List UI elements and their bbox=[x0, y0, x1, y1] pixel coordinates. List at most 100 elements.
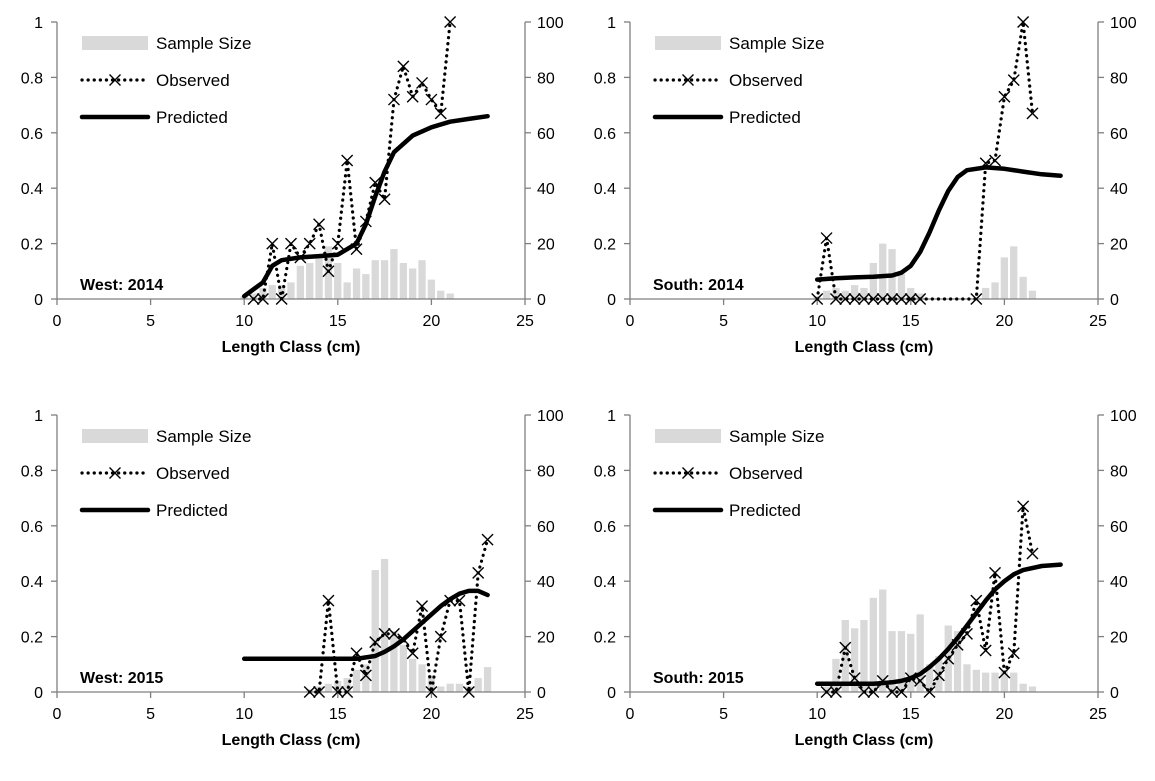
observed-point bbox=[1017, 16, 1030, 28]
sample-size-bar bbox=[427, 279, 435, 299]
y-tick-label: 0.8 bbox=[21, 463, 43, 480]
x-axis-label: Length Class (cm) bbox=[222, 339, 361, 356]
observed-line bbox=[815, 20, 1035, 301]
sample-size-bar bbox=[315, 254, 323, 299]
sample-size-bar bbox=[916, 614, 924, 692]
y-tick-label: 0 bbox=[607, 685, 616, 702]
observed-point bbox=[303, 686, 316, 698]
legend-swatch-sample-size bbox=[82, 429, 148, 443]
observed-point bbox=[998, 90, 1011, 103]
y2-tick-label: 0 bbox=[1110, 292, 1119, 309]
sample-size-bar bbox=[296, 265, 304, 299]
y-tick-label: 0.6 bbox=[21, 126, 43, 143]
observed-point bbox=[839, 293, 852, 305]
observed-point bbox=[313, 218, 326, 231]
observed-point bbox=[914, 293, 927, 305]
observed-point bbox=[247, 293, 260, 305]
sample-size-bar bbox=[249, 293, 258, 299]
sample-size-bar bbox=[418, 260, 426, 299]
observed-point bbox=[285, 237, 297, 250]
sample-size-bar bbox=[343, 282, 351, 299]
y2-tick-label: 100 bbox=[537, 15, 564, 32]
observed-point bbox=[829, 293, 842, 305]
sample-size-bar bbox=[907, 633, 915, 692]
sample-size-bar bbox=[437, 686, 445, 692]
x-tick-label: 10 bbox=[808, 313, 826, 330]
observed-point bbox=[425, 93, 438, 106]
observed-point bbox=[867, 293, 880, 305]
observed-point bbox=[848, 293, 861, 305]
y-tick-label: 0.8 bbox=[594, 463, 616, 480]
x-tick-label: 0 bbox=[53, 313, 62, 330]
observed-point bbox=[904, 293, 917, 305]
observed-point bbox=[387, 93, 400, 106]
y2-tick-label: 0 bbox=[537, 292, 546, 309]
legend-label-observed: Observed bbox=[156, 71, 230, 90]
sample-size-bar bbox=[390, 249, 398, 299]
y2-tick-label: 20 bbox=[537, 237, 555, 254]
observed-point bbox=[989, 566, 1002, 579]
y-tick-label: 0.4 bbox=[21, 181, 43, 198]
legend-label-sample-size: Sample Size bbox=[729, 427, 824, 446]
sample-size-bar bbox=[287, 282, 295, 299]
sample-size-bar bbox=[832, 287, 840, 299]
y2-tick-label: 60 bbox=[1110, 519, 1128, 536]
legend-label-predicted: Predicted bbox=[156, 501, 228, 520]
observed-point bbox=[275, 293, 288, 305]
observed-point bbox=[266, 237, 279, 250]
observed-point bbox=[406, 647, 419, 660]
y-tick-label: 0.2 bbox=[21, 237, 43, 254]
y-tick-label: 0.2 bbox=[594, 630, 616, 647]
panel-label-background bbox=[649, 274, 775, 295]
x-tick-label: 15 bbox=[329, 313, 347, 330]
legend-label-observed: Observed bbox=[156, 464, 230, 483]
y2-tick-label: 40 bbox=[1110, 181, 1128, 198]
sample-size-bar bbox=[841, 290, 849, 299]
sample-size-bar bbox=[1019, 276, 1027, 299]
observed-point bbox=[416, 76, 429, 89]
y2-tick-label: 40 bbox=[537, 181, 555, 198]
observed-point bbox=[341, 686, 354, 698]
sample-size-bar bbox=[268, 285, 276, 299]
sample-size-bar bbox=[841, 620, 849, 692]
sample-size-bar bbox=[1010, 246, 1018, 299]
observed-point bbox=[829, 686, 842, 698]
y-tick-label: 1 bbox=[34, 15, 43, 32]
sample-size-bar bbox=[879, 589, 887, 692]
observed-point bbox=[858, 686, 870, 698]
observed-point bbox=[932, 669, 945, 682]
y2-tick-label: 100 bbox=[537, 408, 564, 425]
legend-marker-observed bbox=[109, 467, 121, 479]
sample-size-bar bbox=[925, 664, 934, 692]
x-tick-label: 10 bbox=[808, 706, 826, 723]
x-tick-label: 5 bbox=[146, 313, 155, 330]
observed-point bbox=[867, 686, 880, 698]
x-tick-label: 0 bbox=[626, 706, 635, 723]
sample-size-bar bbox=[437, 290, 445, 299]
legend-label-sample-size: Sample Size bbox=[729, 34, 824, 53]
panel-label-background bbox=[76, 274, 202, 295]
observed-point bbox=[876, 293, 889, 305]
sample-size-bar bbox=[324, 683, 333, 692]
observed-point bbox=[1007, 647, 1020, 660]
sample-size-bar bbox=[879, 243, 887, 299]
sample-size-bar bbox=[334, 263, 342, 299]
sample-size-bar bbox=[380, 559, 389, 692]
x-tick-label: 20 bbox=[423, 313, 441, 330]
x-tick-label: 10 bbox=[235, 313, 253, 330]
panel-label: South: 2014 bbox=[653, 277, 744, 294]
observed-point bbox=[970, 594, 983, 607]
observed-point bbox=[256, 293, 269, 305]
x-tick-label: 25 bbox=[516, 706, 534, 723]
y-tick-label: 0.2 bbox=[21, 630, 43, 647]
observed-point bbox=[923, 686, 936, 698]
sample-size-bar bbox=[851, 285, 859, 299]
observed-point bbox=[820, 686, 833, 698]
sample-size-bar bbox=[832, 658, 840, 692]
sample-size-bar bbox=[446, 683, 454, 692]
sample-size-bar bbox=[991, 672, 999, 692]
legend-label-observed: Observed bbox=[729, 464, 803, 483]
x-tick-label: 15 bbox=[902, 313, 920, 330]
sample-size-bar bbox=[409, 658, 417, 692]
